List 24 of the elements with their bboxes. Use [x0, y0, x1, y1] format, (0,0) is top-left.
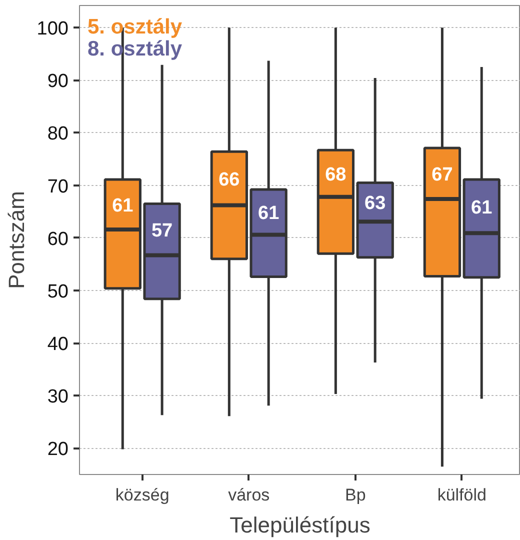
text: 67: [432, 164, 453, 186]
x-axis-title: Településtípus: [230, 512, 370, 538]
x-tick-label: Bp: [344, 486, 366, 504]
text: 66: [218, 169, 240, 190]
text: 63: [364, 193, 386, 214]
text: 57: [151, 220, 173, 242]
y-tick-label: 60: [47, 228, 69, 250]
y-tick-label: 100: [36, 18, 68, 40]
y-tick-label: 80: [47, 124, 69, 145]
text: 61: [258, 203, 280, 224]
text: 68: [325, 164, 346, 186]
y-tick-label: 90: [47, 71, 69, 92]
y-tick-label: 20: [47, 439, 69, 460]
y-tick-label: 70: [47, 176, 69, 198]
x-tick-label: község: [115, 486, 170, 504]
y-tick-label: 40: [47, 334, 69, 356]
y-axis-title: Pontszám: [4, 191, 29, 289]
y-tick-label: 30: [47, 386, 69, 408]
x-tick-label: külföld: [437, 486, 486, 504]
x-tick-label: város: [228, 486, 270, 504]
y-tick-label: 50: [47, 281, 69, 302]
text: 61: [471, 197, 492, 218]
text: 61: [112, 196, 134, 217]
text: 5. osztály: [88, 16, 182, 39]
